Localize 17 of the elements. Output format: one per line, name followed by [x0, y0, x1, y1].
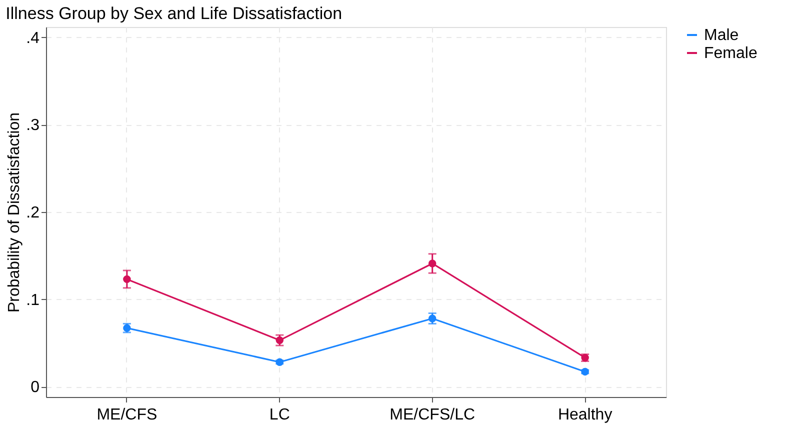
y-tick-label: .4: [26, 30, 40, 47]
x-tick-label: Healthy: [558, 406, 612, 424]
point: [123, 275, 131, 284]
x-tick-label: LC: [269, 406, 290, 424]
point: [428, 260, 436, 268]
legend-label: Male: [704, 27, 739, 44]
y-axis-title: Probability of Dissatisfaction: [6, 112, 24, 313]
x-tick-label: ME/CFS/LC: [390, 406, 476, 424]
point: [276, 336, 284, 344]
chart-title: Illness Group by Sex and Life Dissatisfaction: [6, 4, 342, 23]
y-tick-label: .1: [26, 292, 40, 309]
point: [428, 314, 436, 322]
x-tick-label: ME/CFS: [96, 406, 158, 424]
legend-label: Female: [704, 45, 758, 62]
y-tick-label: .3: [26, 117, 40, 134]
y-tick-label: 0: [30, 379, 40, 396]
y-tick-label: .2: [26, 204, 40, 222]
